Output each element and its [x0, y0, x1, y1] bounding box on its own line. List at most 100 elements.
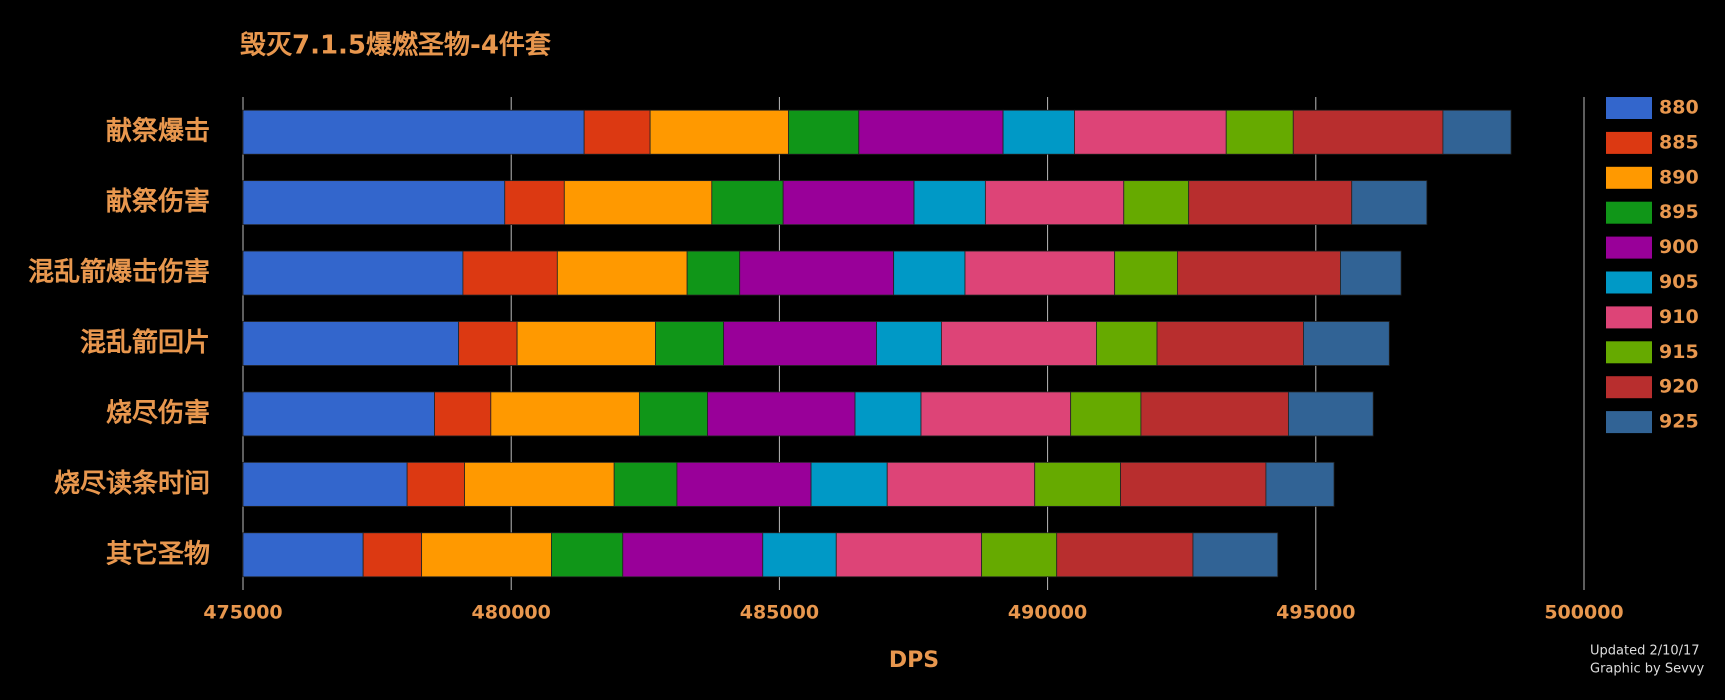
bar-segment	[913, 180, 986, 226]
bar-segment	[242, 180, 506, 226]
bar-segment	[676, 461, 812, 507]
bar-segment	[1442, 109, 1512, 155]
bar-segment	[563, 180, 713, 226]
legend-label: 895	[1659, 201, 1699, 223]
bar-segment	[1034, 461, 1121, 507]
bar-segment	[649, 109, 789, 155]
bar-segment	[893, 250, 966, 296]
bar-segment	[490, 391, 640, 437]
x-tick-label: 500000	[1544, 602, 1623, 624]
bar-segment	[782, 180, 915, 226]
legend-swatch	[1606, 376, 1652, 399]
bar-segment	[1177, 250, 1341, 296]
legend-swatch	[1606, 341, 1652, 364]
bar-segment	[1225, 109, 1294, 155]
legend-label: 880	[1659, 97, 1699, 119]
bar-segment	[1292, 109, 1444, 155]
bar-segment	[810, 461, 888, 507]
legend-label: 900	[1659, 236, 1699, 258]
y-tick-label: 混乱箭爆击伤害	[28, 257, 210, 288]
legend-label: 920	[1659, 376, 1699, 398]
bar-segment	[1056, 532, 1194, 578]
bar-segment	[1188, 180, 1353, 226]
bar-segment	[1140, 391, 1289, 437]
bar-segment	[504, 180, 565, 226]
bar-segment	[835, 532, 983, 578]
note: Updated 2/10/17	[1590, 644, 1700, 659]
bar-segment	[551, 532, 624, 578]
bar-segment	[1303, 321, 1390, 366]
legend-swatch	[1606, 306, 1652, 329]
bar-segment	[876, 321, 942, 366]
bar-segment	[242, 321, 460, 366]
bar-segment	[1070, 391, 1142, 437]
bar-segment	[622, 532, 764, 578]
bar-segment	[1120, 461, 1267, 507]
y-tick-label: 献祭爆击	[106, 117, 210, 147]
legend-swatch	[1606, 271, 1652, 294]
y-tick-label: 献祭伤害	[106, 186, 210, 217]
legend-label: 910	[1659, 306, 1699, 328]
bar-segment	[707, 391, 856, 437]
x-tick-label: 485000	[740, 602, 819, 624]
bar-segment	[556, 250, 688, 296]
bar-segment	[964, 250, 1116, 296]
bar-segment	[613, 461, 678, 507]
bar-segment	[984, 180, 1125, 226]
bar-segment	[739, 250, 895, 296]
bar-segment	[1096, 321, 1158, 366]
legend-swatch	[1606, 411, 1652, 434]
legend-swatch	[1606, 97, 1652, 119]
bar-segment	[242, 250, 464, 296]
legend-label: 915	[1659, 341, 1699, 363]
bar-segment	[686, 250, 741, 296]
bar-segment	[462, 250, 558, 296]
bar-segment	[1192, 532, 1279, 578]
x-tick-label: 495000	[1276, 602, 1355, 624]
legend-label: 925	[1659, 411, 1699, 433]
bar-segment	[940, 321, 1097, 366]
legend-swatch	[1606, 201, 1652, 224]
bar-segment	[1002, 109, 1075, 155]
bar-segment	[981, 532, 1058, 578]
bar-segment	[464, 461, 615, 507]
bar-segment	[421, 532, 552, 578]
chart-title: 毁灭7.1.5爆燃圣物-4件套	[240, 31, 552, 61]
bar-segment	[1288, 391, 1374, 437]
x-tick-label: 490000	[1008, 602, 1087, 624]
legend-swatch	[1606, 131, 1652, 154]
bar-segment	[406, 461, 465, 507]
bar-segment	[858, 109, 1004, 155]
bar-segment	[242, 109, 585, 155]
y-tick-label: 混乱箭回片	[80, 327, 210, 358]
bar-segment	[1123, 180, 1190, 226]
bar-segment	[886, 461, 1036, 507]
legend-label: 885	[1659, 131, 1699, 153]
bar-segment	[242, 391, 435, 437]
legend-label: 890	[1659, 166, 1699, 188]
bar-segment	[1114, 250, 1178, 296]
note: Graphic by Sevvy	[1590, 662, 1704, 677]
legend-swatch	[1606, 166, 1652, 189]
bar-segment	[762, 532, 837, 578]
x-tick-label: 475000	[203, 602, 282, 624]
bar-segment	[1265, 461, 1335, 507]
y-tick-label: 烧尽读条时间	[54, 469, 210, 499]
x-tick-label: 480000	[472, 602, 551, 624]
bar-segment	[1351, 180, 1428, 226]
bar-segment	[458, 321, 518, 366]
bar-segment	[242, 532, 364, 578]
bar-segment	[516, 321, 656, 366]
bar-segment	[711, 180, 784, 226]
bar-segment	[434, 391, 492, 437]
bar-segment	[920, 391, 1072, 437]
bar-segment	[242, 461, 408, 507]
bar-segment	[655, 321, 725, 366]
y-tick-label: 其它圣物	[106, 538, 210, 569]
bar-segment	[788, 109, 860, 155]
bar-segment	[638, 391, 708, 437]
bar-segment	[1074, 109, 1227, 155]
legend-label: 905	[1659, 271, 1699, 293]
bar-segment	[583, 109, 651, 155]
